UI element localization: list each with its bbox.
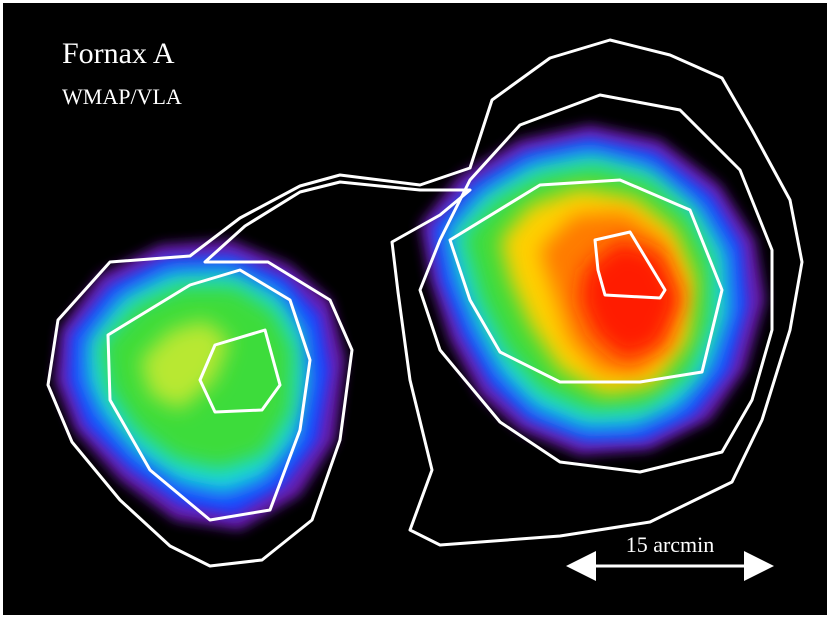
subtitle: WMAP/VLA (62, 84, 182, 109)
contour-outer (46, 38, 804, 568)
contour-right-mid (418, 93, 774, 474)
right-lobe (420, 125, 765, 455)
contour-left-mid (106, 268, 312, 522)
contours (46, 38, 804, 568)
scale-bar-label: 15 arcmin (626, 532, 715, 557)
title: Fornax A (62, 37, 175, 70)
contour-left-inner (198, 328, 282, 414)
contour-right-inner (593, 230, 667, 300)
contour-right-inner2 (448, 178, 724, 384)
